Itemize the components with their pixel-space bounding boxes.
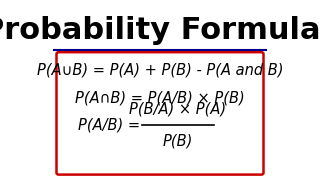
FancyBboxPatch shape <box>57 52 263 175</box>
Text: P(A/B) =: P(A/B) = <box>78 118 145 133</box>
Text: P(A∩B) = P(A/B) × P(B): P(A∩B) = P(A/B) × P(B) <box>75 90 245 105</box>
Text: P(A∪B) = P(A) + P(B) - P(A and B): P(A∪B) = P(A) + P(B) - P(A and B) <box>37 62 283 77</box>
Text: Probability Formulas: Probability Formulas <box>0 16 320 45</box>
Text: P(B): P(B) <box>163 134 193 149</box>
Text: P(B/A) × P(A): P(B/A) × P(A) <box>129 101 227 116</box>
